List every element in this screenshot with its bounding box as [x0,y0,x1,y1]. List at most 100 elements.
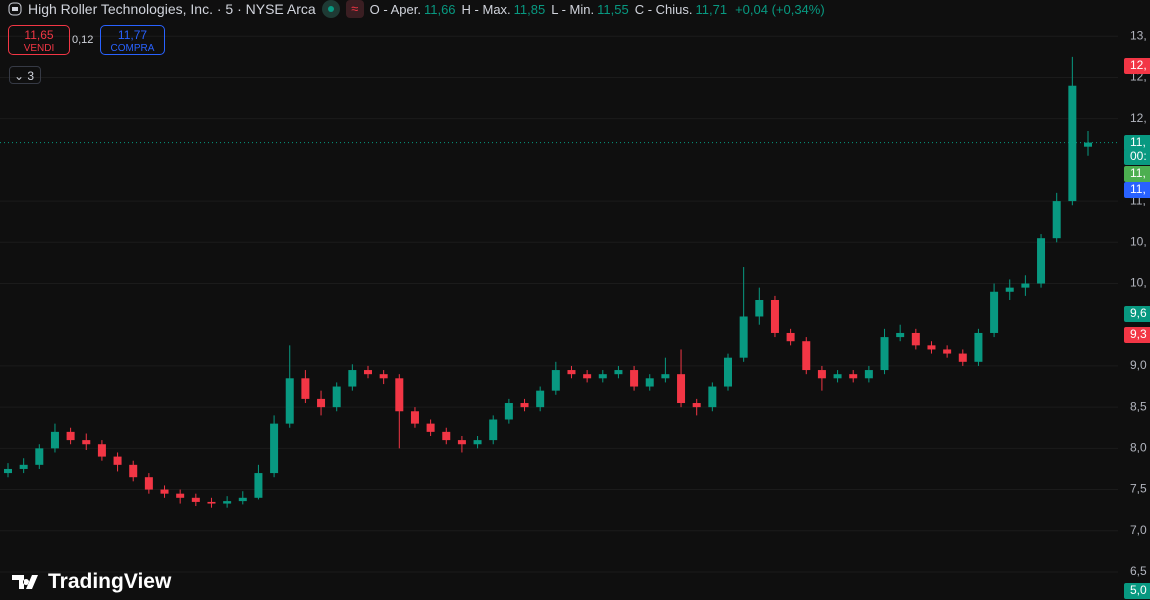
symbol[interactable]: High Roller Technologies, Inc. · 5 · NYS… [28,1,316,17]
logo: TradingView [12,570,171,594]
price-badge [1124,327,1150,343]
candle-body [551,370,560,391]
price-badge [1124,306,1150,322]
candle-body [786,332,795,342]
candle-body [176,493,185,498]
candle-body [364,370,372,375]
y-tick-label: 7,5 [1130,482,1147,496]
symbol-icon [8,2,22,16]
open-label: O - Aper. [369,1,421,17]
candle-body [990,291,999,333]
candle-body [426,423,435,432]
candle-body [457,440,466,445]
candle-body [238,497,247,502]
candle-body [661,374,670,379]
open: 11,66 [423,1,456,17]
candle-body [1005,287,1014,292]
candle-body [223,501,232,504]
indicators-toggle[interactable]: ⌄ 3 [9,66,41,84]
candle-body [50,431,59,449]
legend-row: High Roller Technologies, Inc. · 5 · NYS… [8,0,825,18]
candle-body [770,300,779,333]
candle-body [410,411,419,424]
candle-body [849,374,858,379]
candle-body [97,444,106,457]
candle-body [536,390,545,408]
sell-label: VENDI [23,43,55,54]
candle-body [285,378,294,424]
candle-body [833,374,842,379]
candle-body [1052,201,1061,239]
y-tick-label: 10, [1130,234,1147,248]
price-badge [1124,149,1150,165]
high-label: H - Max. [461,1,511,17]
logo-icon [12,575,38,589]
status-dot[interactable] [321,0,340,18]
y-tick-label: 9,0 [1130,358,1147,372]
candle-body [1021,283,1030,288]
low: 11,55 [597,1,629,17]
indicators-count: 3 [27,69,35,83]
candle-body [254,473,263,498]
candle-body [755,300,764,317]
status-icon[interactable]: ≈ [345,0,364,18]
buy-label: COMPRA [110,43,155,54]
candle-body [692,403,701,408]
candle-body [880,337,889,371]
y-tick-label: 10, [1130,276,1147,290]
candle-body [677,374,686,404]
price-badge-text: 12, [1130,58,1147,72]
candle-body [160,489,169,494]
price-badge-text: 5,0 [1130,583,1147,597]
candle-body [270,423,279,474]
candle-body [708,386,717,408]
logo-text: TradingView [48,570,172,593]
candle-body [379,374,388,379]
candle-body [614,370,623,375]
candle-body [598,374,607,379]
y-tick-label: 12, [1130,111,1147,125]
candle-body [802,341,811,371]
candle-body [317,398,326,408]
buy-price: 11,77 [117,28,148,42]
price-badge [1124,135,1150,151]
candle-body [645,378,654,387]
candle-body [66,431,75,441]
candle-body [489,419,498,441]
price-badge [1124,166,1150,182]
candle-body [1037,238,1046,284]
candle-body [1084,142,1092,147]
price-badge-text: 11, [1130,166,1146,180]
sell-button[interactable]: 11,65 VENDI [8,25,70,55]
candle-body [144,477,153,490]
candle-body [473,440,482,445]
candle-body [974,332,983,362]
candle-body [1068,85,1077,202]
low-label: L - Min. [551,1,595,17]
candle-body [927,345,936,350]
candle-body [129,464,138,478]
candle-body [911,332,920,346]
candle-body [301,378,310,399]
candle-body [943,349,952,354]
spread: 0,12 [72,34,94,46]
close: 11,71 [695,1,728,17]
price-badge-text: 11, [1130,182,1146,196]
candle-body [113,456,122,465]
candle-body [817,370,826,379]
close-label: C - Chius. [634,1,693,17]
candle-body [4,468,12,474]
sell-price: 11,65 [24,28,54,42]
candle-body [332,386,341,408]
y-tick-label: 13, [1130,28,1147,42]
price-badge-text: 9,3 [1130,327,1147,341]
candle-body [896,332,905,338]
candle-body [567,370,576,375]
candle-body [442,431,451,441]
high: 11,85 [513,1,546,17]
y-tick-label: 7,0 [1130,523,1147,537]
candle-body [724,357,732,387]
buy-button[interactable]: 11,77 COMPRA [100,25,165,55]
